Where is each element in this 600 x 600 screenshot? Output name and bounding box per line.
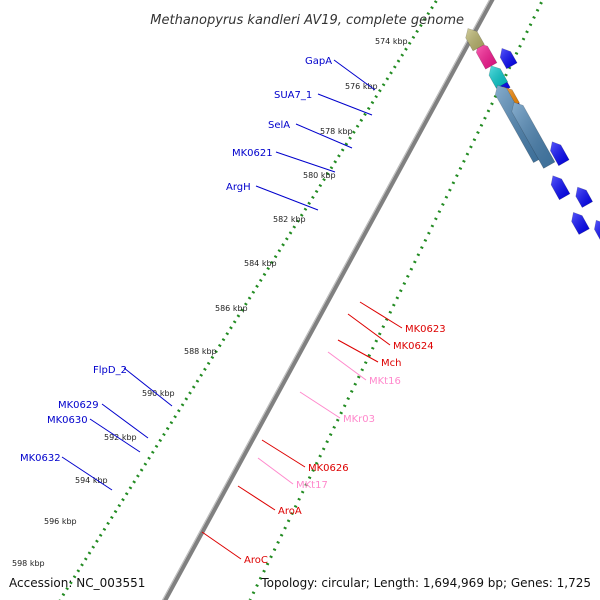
- kbp-tick-label: 582 kbp: [273, 215, 306, 224]
- kbp-tick-label: 588 kbp: [184, 347, 217, 356]
- kbp-tick-label: 586 kbp: [215, 304, 248, 313]
- kbp-tick-label: 598 kbp: [12, 559, 45, 568]
- kbp-tick-label: 590 kbp: [142, 389, 175, 398]
- gene-label-mk0623: MK0623: [405, 324, 446, 335]
- accession-label: Accession: NC_003551: [9, 576, 145, 590]
- leader-line: [61, 456, 113, 491]
- gc-track-right: [248, 0, 545, 600]
- gc-skew-track: [58, 0, 545, 600]
- leader-line: [327, 351, 367, 381]
- feature-track: [465, 28, 600, 240]
- kbp-tick-label: 584 kbp: [244, 259, 277, 268]
- leader-line: [201, 531, 242, 560]
- kbp-tick-label: 580 kbp: [303, 171, 336, 180]
- leader-line: [89, 418, 141, 453]
- gene-label-argh: ArgH: [226, 182, 251, 193]
- backbone-track: [161, 0, 495, 600]
- gene-label-sela: SelA: [268, 120, 290, 131]
- gene-label-sua7_1: SUA7_1: [274, 90, 312, 101]
- gene-label-mkr03: MKr03: [343, 414, 375, 425]
- gene-label-mk0629: MK0629: [58, 400, 99, 411]
- genome-summary: Topology: circular; Length: 1,694,969 bp…: [260, 576, 591, 590]
- gene-label-mk0626: MK0626: [308, 463, 349, 474]
- leader-line: [261, 439, 306, 468]
- leader-line: [295, 123, 353, 149]
- kbp-tick-label: 576 kbp: [345, 82, 378, 91]
- gene-label-mkt17: MKt17: [296, 480, 328, 491]
- backbone-line: [163, 0, 495, 600]
- kbp-tick-label: 574 kbp: [375, 37, 408, 46]
- leader-line: [299, 391, 341, 419]
- leader-line: [257, 457, 294, 485]
- gene-label-mk0624: MK0624: [393, 341, 434, 352]
- kbp-tick-label: 596 kbp: [44, 517, 77, 526]
- gene-label-mk0632: MK0632: [20, 453, 61, 464]
- gene-label-mkt16: MKt16: [369, 376, 401, 387]
- leader-line: [333, 59, 376, 91]
- leader-line: [347, 313, 391, 346]
- gc-track-left: [58, 0, 439, 600]
- gene-label-flpd_2: FlpD_2: [93, 365, 127, 376]
- gene-label-aroa: AroA: [278, 506, 302, 517]
- gene-label-aroc: AroC: [244, 555, 268, 566]
- gene-label-mk0630: MK0630: [47, 415, 88, 426]
- label-layer: 574 kbp 576 kbp 578 kbp 580 kbp 582 kbp 584 k…: [12, 37, 446, 568]
- leader-line: [101, 403, 149, 439]
- leader-line: [317, 93, 373, 116]
- gene-label-gapa: GapA: [305, 56, 332, 67]
- leader-line: [255, 185, 319, 211]
- leader-line: [359, 301, 403, 329]
- leader-line: [123, 367, 173, 407]
- gene-label-mk0621: MK0621: [232, 148, 273, 159]
- leader-line: [237, 485, 276, 511]
- leader-line: [275, 151, 336, 173]
- kbp-tick-label: 594 kbp: [75, 476, 108, 485]
- map-title: Methanopyrus kandleri AV19, complete gen…: [150, 13, 464, 28]
- leader-line: [337, 339, 379, 363]
- gene-label-mch: Mch: [381, 358, 401, 369]
- kbp-tick-label: 578 kbp: [320, 127, 353, 136]
- kbp-tick-label: 592 kbp: [104, 433, 137, 442]
